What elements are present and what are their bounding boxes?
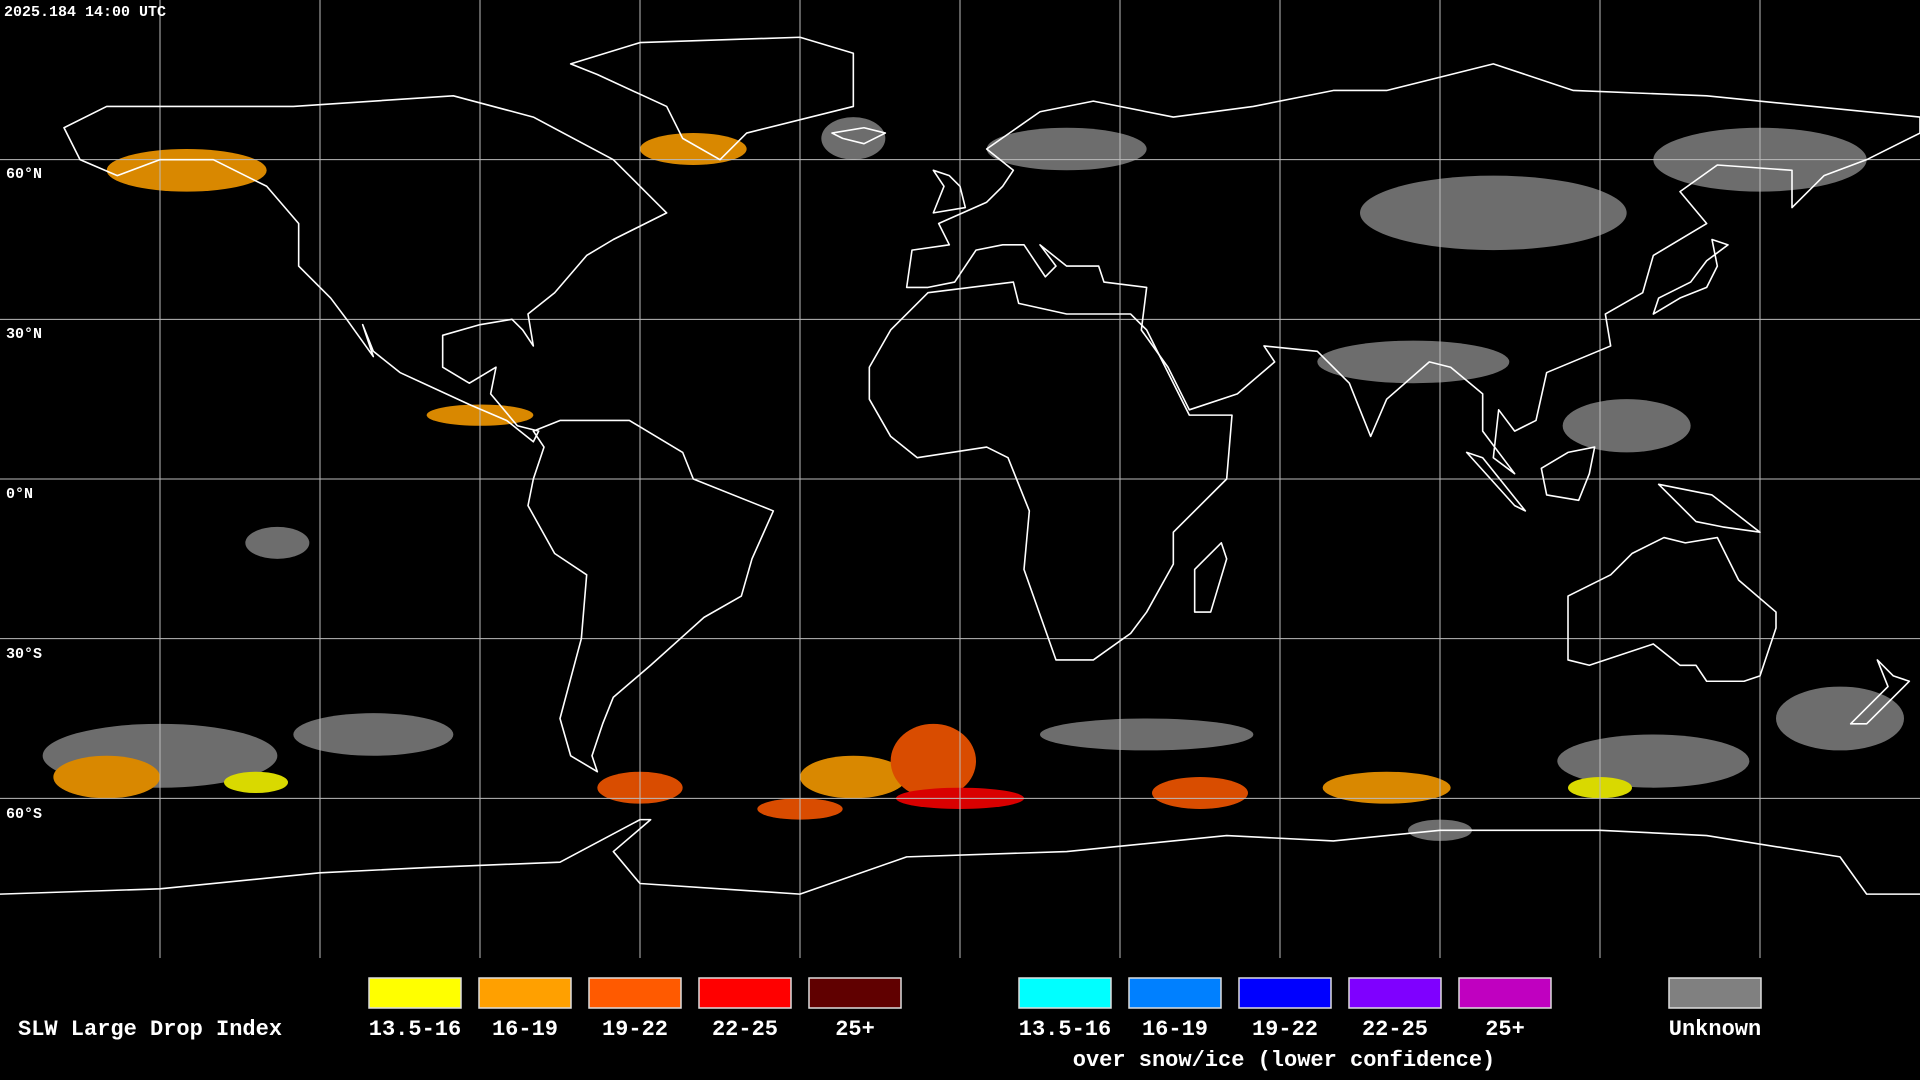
- cloud: [1557, 734, 1750, 788]
- legend-swatch: [1128, 977, 1222, 1009]
- new-zealand: [1851, 660, 1910, 724]
- cloud: [245, 526, 310, 559]
- south-america: [528, 420, 773, 771]
- lat-label: 60°S: [6, 806, 42, 823]
- legend-label: Unknown: [1669, 1017, 1761, 1042]
- legend-swatch: [698, 977, 792, 1009]
- cloud: [1317, 340, 1510, 384]
- cloud: [1040, 718, 1254, 751]
- timestamp: 2025.184 14:00 UTC: [4, 4, 166, 21]
- legend-label: 25+: [835, 1017, 875, 1042]
- cloud: [640, 133, 747, 165]
- cloud: [53, 755, 161, 799]
- antarctica: [0, 820, 1920, 895]
- sumatra: [1467, 452, 1526, 511]
- iceland: [832, 128, 885, 144]
- cloud: [1360, 175, 1627, 251]
- legend-label: 13.5-16: [1019, 1017, 1111, 1042]
- lat-label: 30°N: [6, 326, 42, 343]
- legend-swatch: [588, 977, 682, 1009]
- map: [0, 0, 1920, 958]
- cloud: [1152, 777, 1248, 809]
- legend-swatch: [1238, 977, 1332, 1009]
- lat-label: 30°S: [6, 646, 42, 663]
- legend-label: 13.5-16: [369, 1017, 461, 1042]
- legend-title: SLW Large Drop Index: [18, 1017, 282, 1042]
- cloud: [821, 117, 886, 160]
- cloud: [1322, 771, 1451, 804]
- legend-label: 16-19: [1142, 1017, 1208, 1042]
- lat-label: 60°N: [6, 166, 42, 183]
- legend-label: 16-19: [492, 1017, 558, 1042]
- legend-swatch: [1668, 977, 1762, 1009]
- legend-label: 22-25: [712, 1017, 778, 1042]
- greenland: [571, 37, 854, 159]
- legend-swatch: [1348, 977, 1442, 1009]
- north-america: [64, 96, 667, 442]
- lat-label: 0°N: [6, 486, 33, 503]
- legend-label: 19-22: [602, 1017, 668, 1042]
- snow-caption: over snow/ice (lower confidence): [1073, 1048, 1495, 1073]
- eurasia: [907, 64, 1920, 474]
- borneo: [1541, 447, 1594, 500]
- africa: [869, 282, 1232, 660]
- legend-swatch: [1458, 977, 1552, 1009]
- new-guinea: [1659, 484, 1760, 532]
- legend-label: 22-25: [1362, 1017, 1428, 1042]
- legend-label: 25+: [1485, 1017, 1525, 1042]
- cloud: [800, 755, 907, 799]
- britain: [933, 170, 965, 213]
- madagascar: [1195, 543, 1227, 612]
- legend-swatch: [1018, 977, 1112, 1009]
- legend-label: 19-22: [1252, 1017, 1318, 1042]
- cloud: [1562, 399, 1691, 453]
- australia: [1568, 538, 1776, 682]
- cloud: [890, 723, 976, 799]
- grid: [0, 0, 1920, 958]
- cloud: [293, 713, 454, 756]
- legend-swatch: [478, 977, 572, 1009]
- cloud: [224, 771, 288, 794]
- legend-swatch: [368, 977, 462, 1009]
- map-layer: [0, 0, 1920, 958]
- legend-swatch: [808, 977, 902, 1009]
- japan: [1653, 240, 1728, 315]
- coastlines: [0, 37, 1920, 894]
